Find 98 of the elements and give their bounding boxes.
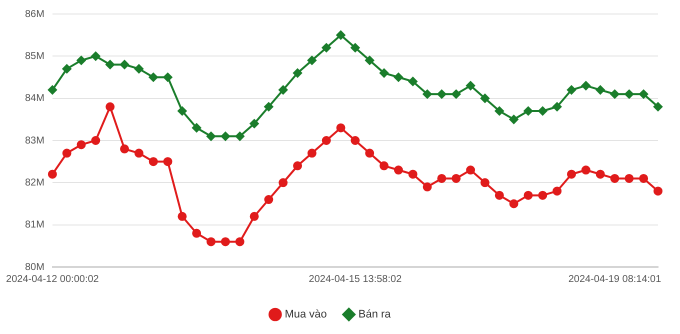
point bbox=[552, 186, 562, 196]
point bbox=[206, 237, 216, 246]
point bbox=[278, 85, 288, 94]
point bbox=[76, 140, 86, 150]
point bbox=[250, 119, 259, 128]
point bbox=[480, 94, 490, 103]
point bbox=[220, 237, 230, 246]
point bbox=[639, 174, 648, 183]
point bbox=[408, 170, 418, 179]
point bbox=[408, 76, 418, 86]
point bbox=[639, 90, 648, 99]
point bbox=[581, 166, 590, 175]
point bbox=[250, 212, 259, 221]
point bbox=[624, 174, 634, 183]
point bbox=[524, 190, 533, 200]
point bbox=[624, 90, 634, 99]
point bbox=[148, 157, 158, 166]
point bbox=[264, 195, 274, 204]
point bbox=[307, 56, 316, 65]
point bbox=[380, 68, 389, 78]
point bbox=[596, 170, 605, 179]
point bbox=[91, 136, 100, 145]
point bbox=[422, 90, 432, 99]
x-tick-label: 2024-04-19 08:14:01 bbox=[568, 274, 662, 285]
point bbox=[466, 81, 476, 90]
point bbox=[278, 178, 288, 188]
point bbox=[336, 30, 346, 40]
y-tick-label: 83M bbox=[24, 135, 44, 146]
point bbox=[178, 212, 187, 221]
point bbox=[178, 106, 187, 116]
point bbox=[91, 52, 100, 61]
point bbox=[350, 43, 360, 52]
point bbox=[120, 144, 130, 154]
point bbox=[134, 148, 144, 158]
x-tick-label: 2024-04-15 13:58:02 bbox=[308, 274, 402, 285]
point bbox=[365, 148, 374, 158]
point bbox=[654, 102, 662, 112]
point bbox=[566, 170, 576, 179]
y-tick-label: 82M bbox=[24, 177, 44, 188]
point bbox=[264, 102, 274, 112]
point bbox=[509, 199, 518, 208]
y-tick-label: 86M bbox=[24, 8, 44, 20]
y-tick-label: 84M bbox=[24, 93, 44, 104]
point bbox=[120, 60, 130, 70]
point bbox=[494, 106, 504, 116]
point bbox=[610, 174, 620, 183]
point bbox=[350, 136, 360, 145]
point bbox=[437, 174, 446, 183]
point bbox=[538, 190, 548, 200]
point bbox=[422, 182, 432, 192]
point bbox=[76, 56, 86, 65]
point bbox=[293, 68, 302, 78]
legend-label: Mua vào bbox=[284, 308, 327, 321]
x-tick-label: 2024-04-12 00:00:02 bbox=[6, 274, 100, 285]
point bbox=[206, 132, 216, 141]
y-tick-label: 81M bbox=[24, 220, 44, 231]
point bbox=[452, 174, 461, 183]
point bbox=[524, 106, 533, 116]
point bbox=[538, 106, 548, 116]
point bbox=[192, 123, 202, 132]
point bbox=[494, 190, 504, 200]
point bbox=[48, 85, 57, 94]
point bbox=[365, 56, 374, 65]
point bbox=[466, 166, 476, 175]
point bbox=[235, 132, 244, 141]
point bbox=[394, 72, 403, 82]
point bbox=[566, 85, 576, 94]
point bbox=[654, 186, 662, 196]
point bbox=[106, 60, 115, 70]
point bbox=[394, 166, 403, 175]
point bbox=[192, 228, 202, 238]
point bbox=[552, 102, 562, 112]
point bbox=[509, 114, 518, 124]
y-tick-label: 80M bbox=[24, 262, 44, 273]
point bbox=[610, 90, 620, 99]
point bbox=[437, 90, 446, 99]
legend-label: Bán ra bbox=[358, 308, 392, 321]
point bbox=[62, 148, 72, 158]
point bbox=[148, 72, 158, 82]
point bbox=[480, 178, 490, 188]
point bbox=[48, 170, 57, 179]
point bbox=[106, 102, 115, 112]
point bbox=[220, 132, 230, 141]
point bbox=[380, 161, 389, 170]
point bbox=[163, 157, 172, 166]
point bbox=[596, 85, 605, 94]
point bbox=[62, 64, 72, 74]
y-tick-label: 85M bbox=[24, 50, 44, 62]
point bbox=[134, 64, 144, 74]
point bbox=[581, 81, 590, 90]
point bbox=[307, 148, 316, 158]
point bbox=[322, 136, 331, 145]
point bbox=[163, 72, 172, 82]
point bbox=[336, 123, 346, 132]
point bbox=[293, 161, 302, 170]
point bbox=[235, 237, 244, 246]
point bbox=[452, 90, 461, 99]
point bbox=[322, 43, 331, 52]
